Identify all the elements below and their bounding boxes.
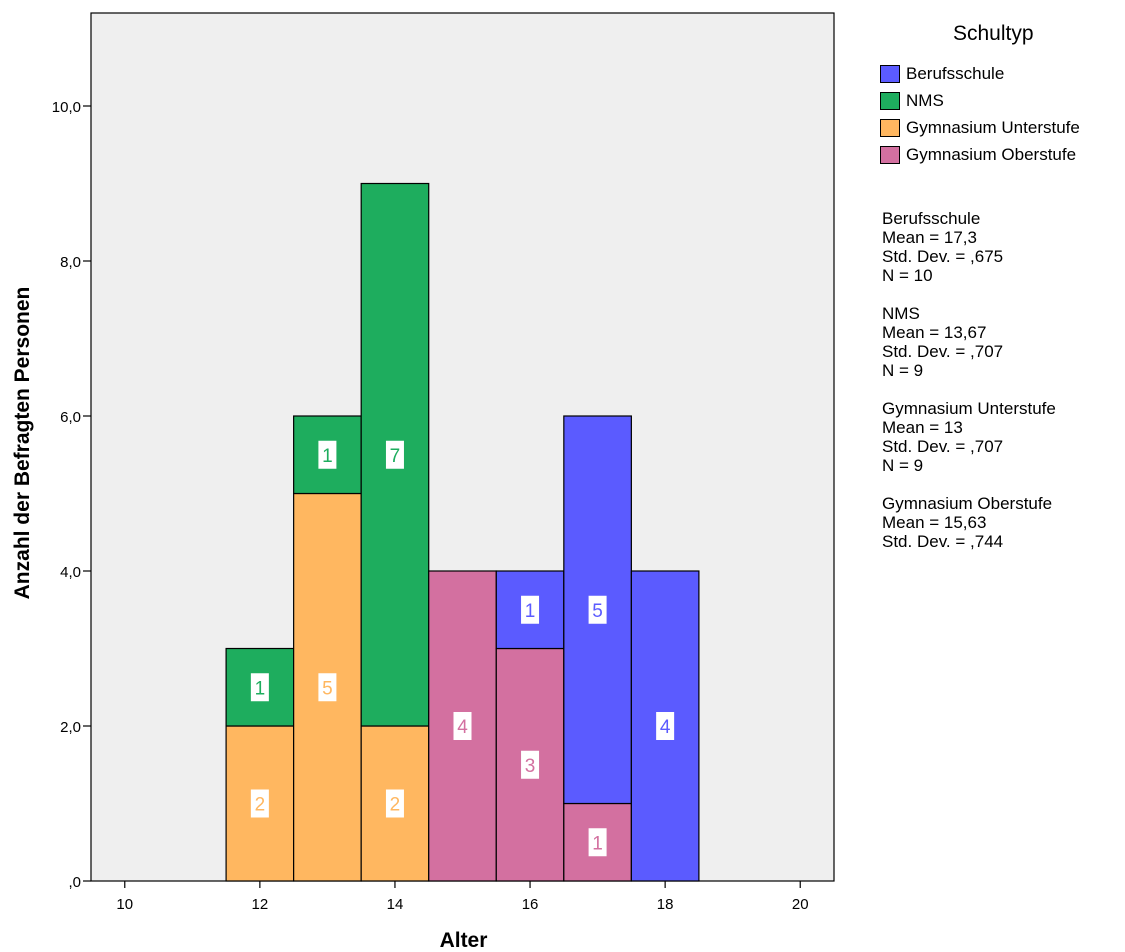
bar-label-gymnasium-unterstufe: 2	[255, 795, 266, 816]
bar-label-gymnasium-oberstufe: 3	[525, 756, 536, 777]
stats-mean: Mean = 13	[882, 418, 963, 437]
legend-swatch-berufsschule	[880, 64, 900, 83]
bar-label-box-gymnasium-oberstufe	[453, 712, 472, 740]
bar-label-box-gymnasium-unterstufe	[385, 789, 404, 818]
legend: Schultyp Berufsschule NMS Gymnasium Unte…	[880, 22, 1120, 168]
x-tick-label: 20	[792, 896, 809, 913]
y-tick-label: ,0	[68, 874, 81, 891]
stats-gymnasium-unterstufe: Gymnasium Unterstufe Mean = 13 Std. Dev.…	[882, 399, 1056, 475]
bar-label-box-berufsschule	[588, 595, 607, 624]
stats-sd: Std. Dev. = ,707	[882, 437, 1004, 456]
bar-label-gymnasium-unterstufe: 2	[390, 795, 401, 816]
legend-label-berufsschule: Berufsschule	[906, 63, 1005, 83]
x-tick-label: 16	[522, 896, 539, 913]
legend-swatch-gymnasium-oberstufe	[880, 145, 900, 164]
x-tick-label: 18	[657, 896, 674, 913]
stats-n: N = 9	[882, 361, 924, 380]
legend-item-gymnasium-unterstufe: Gymnasium Unterstufe	[880, 114, 1120, 141]
stats-berufsschule: Berufsschule Mean = 17,3 Std. Dev. = ,67…	[882, 209, 1056, 285]
legend-item-berufsschule: Berufsschule	[880, 60, 1120, 87]
x-tick-label: 12	[252, 896, 269, 913]
stats-n: N = 10	[882, 266, 933, 285]
bar-label-box-nms	[385, 440, 404, 469]
stats-gymnasium-oberstufe: Gymnasium Oberstufe Mean = 15,63 Std. De…	[882, 494, 1056, 551]
bar-label-box-gymnasium-oberstufe	[521, 750, 540, 779]
bar-label-gymnasium-unterstufe: 5	[322, 678, 333, 699]
legend-item-nms: NMS	[880, 87, 1120, 114]
bar-label-nms: 1	[255, 678, 266, 699]
bar-label-box-gymnasium-oberstufe	[588, 828, 607, 857]
bar-label-nms: 7	[390, 446, 401, 467]
legend-title: Schultyp	[953, 22, 1034, 45]
bar-label-box-nms	[318, 440, 337, 469]
stats-nms: NMS Mean = 13,67 Std. Dev. = ,707 N = 9	[882, 304, 1056, 380]
bar-label-box-berufsschule	[521, 595, 540, 624]
stats-sd: Std. Dev. = ,707	[882, 342, 1004, 361]
stats-sd: Std. Dev. = ,675	[882, 247, 1004, 266]
statistics-panel: Berufsschule Mean = 17,3 Std. Dev. = ,67…	[882, 209, 1056, 570]
stats-n: N = 9	[882, 456, 924, 475]
y-tick-label: 10,0	[52, 99, 81, 116]
x-tick-label: 14	[387, 896, 404, 913]
legend-label-gymnasium-unterstufe: Gymnasium Unterstufe	[906, 117, 1080, 137]
bar-label-berufsschule: 5	[592, 601, 603, 622]
bar-label-nms: 1	[322, 446, 333, 467]
bar-label-gymnasium-oberstufe: 1	[592, 833, 603, 854]
y-tick-label: 6,0	[60, 409, 81, 426]
stats-name: Gymnasium Oberstufe	[882, 494, 1053, 513]
bar-label-box-gymnasium-unterstufe	[318, 673, 337, 702]
stats-name: Gymnasium Unterstufe	[882, 399, 1056, 418]
stats-name: NMS	[882, 304, 920, 323]
bar-label-gymnasium-oberstufe: 4	[457, 717, 468, 738]
legend-swatch-gymnasium-unterstufe	[880, 118, 900, 137]
legend-item-gymnasium-oberstufe: Gymnasium Oberstufe	[880, 141, 1120, 168]
bar-segment-gymnasium-oberstufe	[428, 570, 497, 882]
y-tick-label: 8,0	[60, 254, 81, 271]
x-axis-title: Alter	[440, 929, 488, 952]
bar-label-box-berufsschule	[656, 712, 675, 740]
stats-name: Berufsschule	[882, 209, 981, 228]
stats-mean: Mean = 15,63	[882, 513, 987, 532]
stats-sd: Std. Dev. = ,744	[882, 532, 1004, 551]
legend-label-gymnasium-oberstufe: Gymnasium Oberstufe	[906, 144, 1077, 164]
legend-label-nms: NMS	[906, 90, 944, 110]
stats-mean: Mean = 17,3	[882, 228, 977, 247]
y-axis-title: Anzahl der Befragten Personen	[11, 287, 34, 600]
bar-label-box-nms	[250, 673, 269, 702]
y-tick-label: 2,0	[60, 719, 81, 736]
stats-mean: Mean = 13,67	[882, 323, 987, 342]
bar-label-box-gymnasium-unterstufe	[250, 789, 269, 818]
legend-swatch-nms	[880, 91, 900, 110]
x-tick-label: 10	[116, 896, 133, 913]
y-tick-label: 4,0	[60, 564, 81, 581]
bar-label-berufsschule: 4	[660, 717, 671, 738]
bar-label-berufsschule: 1	[525, 601, 536, 622]
